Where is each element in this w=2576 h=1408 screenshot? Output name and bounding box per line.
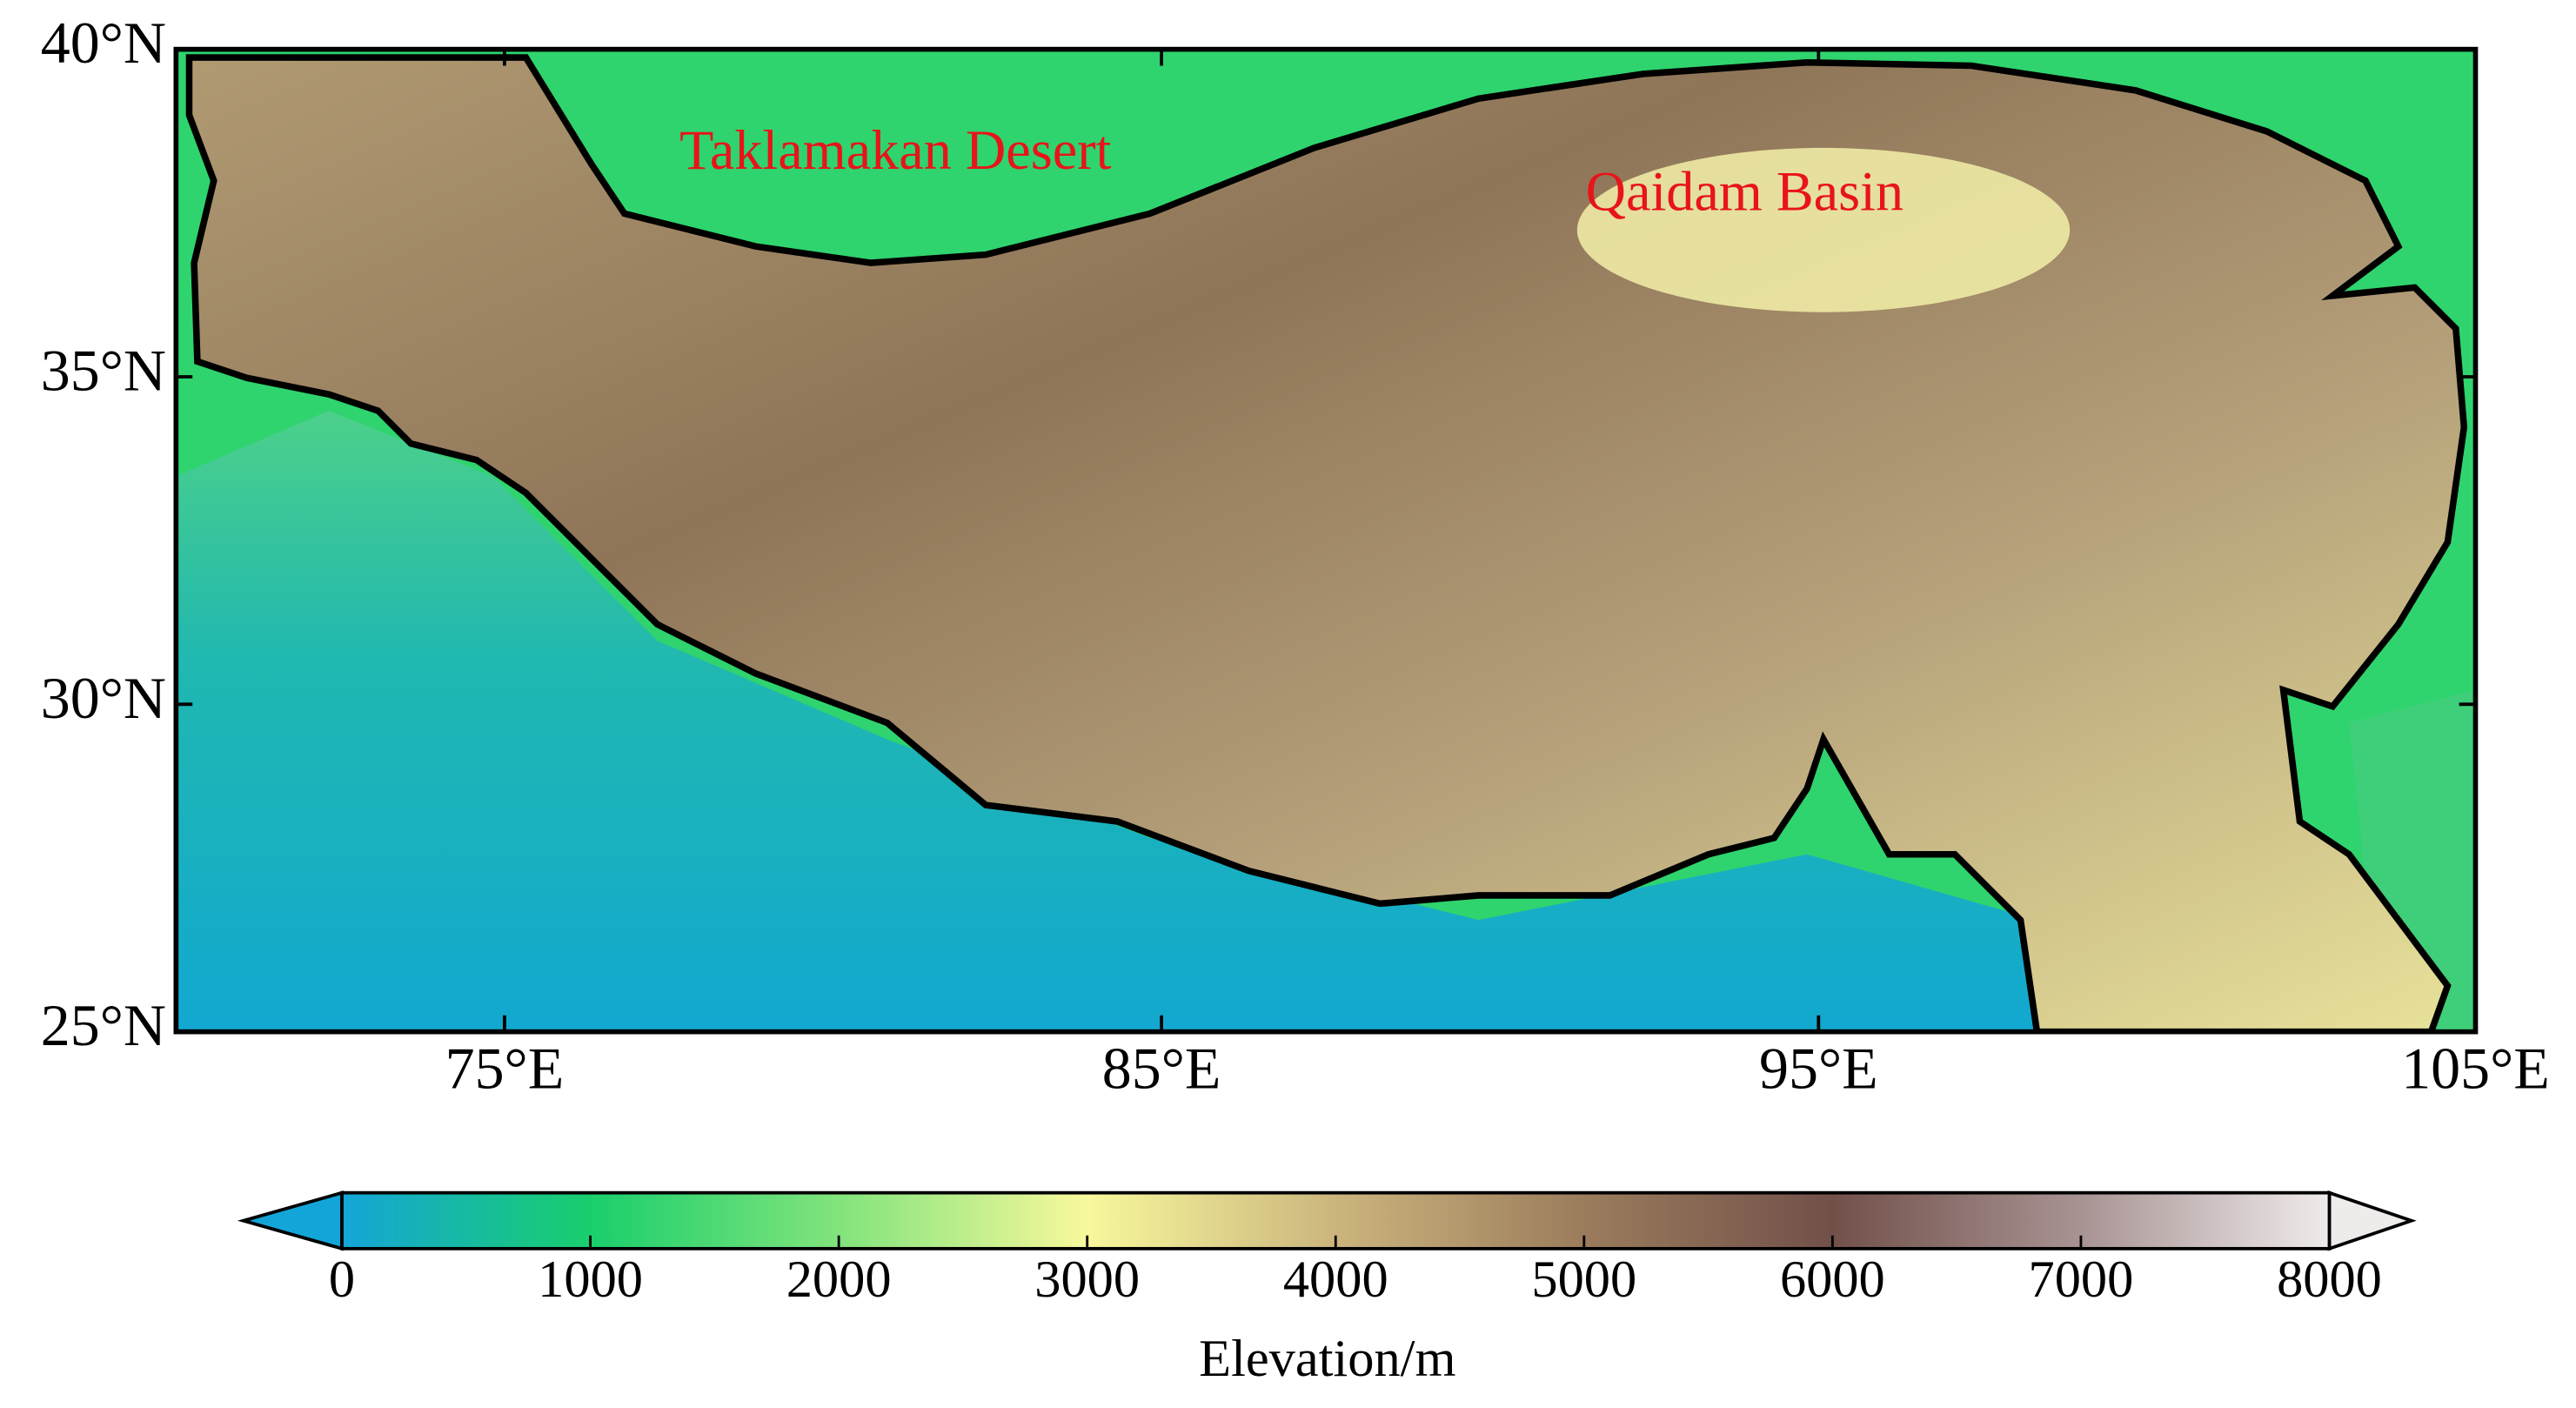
colorbar-tick-label: 0 — [329, 1250, 355, 1309]
x-tick-label: 85°E — [1102, 1035, 1221, 1101]
y-tick-label: 35°N — [41, 338, 166, 404]
colorbar-tick-label: 8000 — [2277, 1250, 2382, 1309]
x-tick-label: 95°E — [1759, 1035, 1878, 1101]
annotation: Taklamakan Desert — [679, 119, 1111, 181]
colorbar-tick-label: 2000 — [786, 1250, 892, 1309]
map-area — [176, 49, 2476, 1032]
basin — [1576, 147, 2071, 312]
colorbar-label: Elevation/m — [1199, 1330, 1455, 1388]
colorbar-tick-label: 4000 — [1283, 1250, 1388, 1309]
map-frame — [173, 46, 2479, 1035]
colorbar-tick-label: 1000 — [538, 1250, 643, 1309]
x-tick-label: 105°E — [2401, 1035, 2550, 1101]
y-tick-label: 30°N — [41, 665, 166, 731]
y-tick-label: 40°N — [41, 10, 166, 76]
colorbar-tick-label: 3000 — [1034, 1250, 1140, 1309]
colorbar-tick-label: 6000 — [1780, 1250, 1885, 1309]
colorbar-tick-label: 5000 — [1531, 1250, 1636, 1309]
y-tick-label: 25°N — [41, 992, 166, 1058]
colorbar-extend — [237, 1190, 344, 1251]
plain — [176, 410, 2136, 1032]
colorbar-extend — [2327, 1190, 2417, 1251]
colorbar-tick-label: 7000 — [2029, 1250, 2134, 1309]
annotation: Qaidam Basin — [1586, 160, 1904, 222]
x-tick-label: 75°E — [445, 1035, 565, 1101]
